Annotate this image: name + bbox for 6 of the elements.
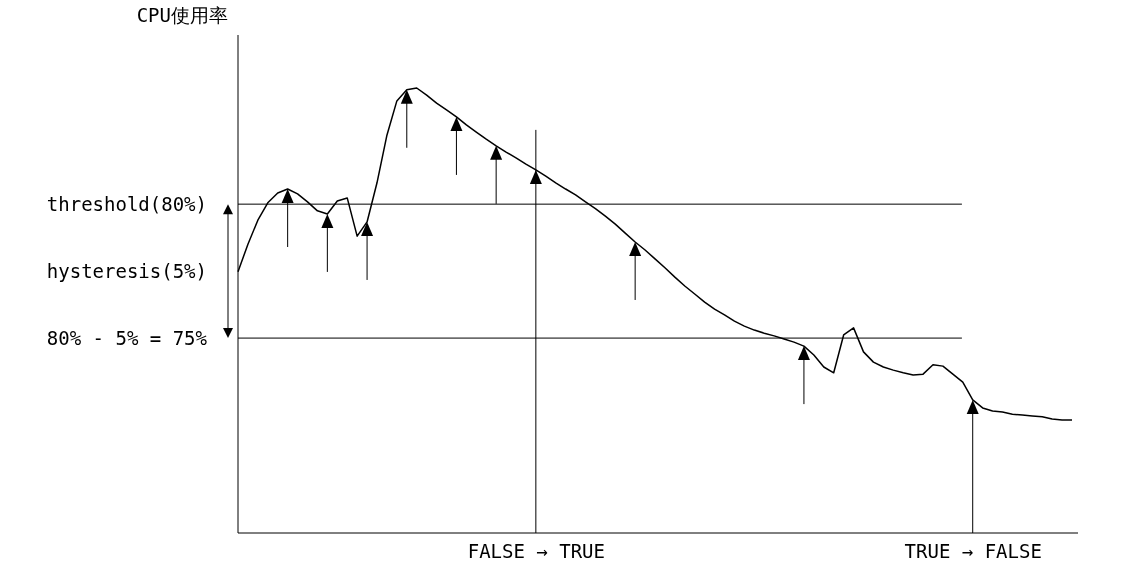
x-tick-label: FALSE → TRUE <box>467 540 605 563</box>
text: hysteresis(5%) <box>46 260 207 283</box>
x-tick-label: TRUE → FALSE <box>904 540 1042 563</box>
text: threshold(80%) <box>46 193 207 216</box>
text: 80% - 5% = 75% <box>46 327 208 350</box>
y-axis-title: CPU使用率 <box>136 4 228 26</box>
